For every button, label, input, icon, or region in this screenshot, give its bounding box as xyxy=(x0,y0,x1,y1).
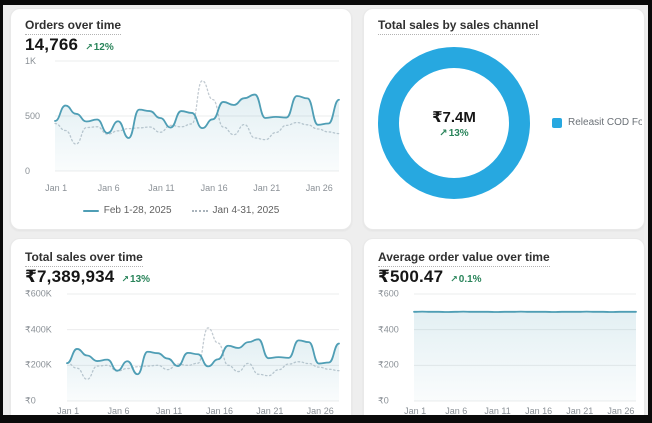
x-tick-label: Jan 11 xyxy=(484,406,511,415)
x-tick-label: Jan 16 xyxy=(525,406,553,415)
solid-line-swatch-icon xyxy=(82,209,99,212)
aov-delta-badge: ↗ 0.1% xyxy=(450,274,481,285)
x-tick-label: Jan 16 xyxy=(205,406,233,415)
increase-arrow-icon: ↗ xyxy=(439,127,448,139)
y-tick-label: ₹0 xyxy=(378,395,389,406)
increase-arrow-icon: ↗ xyxy=(450,274,458,284)
x-tick-label: Jan 6 xyxy=(97,183,120,193)
sales-channel-donut-chart[interactable]: ₹7.4M ↗ 13% xyxy=(378,47,530,199)
total-sales-delta-value: 13% xyxy=(130,274,151,285)
donut-center-value: ₹7.4M xyxy=(432,108,476,126)
y-tick-label: ₹600K xyxy=(25,288,52,299)
x-tick-label: Jan 1 xyxy=(45,183,68,193)
total-sales-line-chart: ₹600K ₹400K ₹200K ₹0 Jan 1 Jan 6 Jan 11 Jan 16… xyxy=(25,289,340,415)
sales-by-channel-card: Total sales by sales channel ₹7.4M ↗ 13%… xyxy=(363,8,645,230)
channel-legend-label: Releasit COD Fo... xyxy=(568,117,642,128)
orders-plot-area[interactable] xyxy=(54,60,340,172)
x-tick-label: Jan 6 xyxy=(445,406,468,415)
card-title-aov[interactable]: Average order value over time xyxy=(378,251,550,267)
x-tick-label: Jan 6 xyxy=(107,406,130,415)
x-tick-label: Jan 26 xyxy=(306,406,334,415)
y-tick-label: 0 xyxy=(25,166,31,176)
x-tick-label: Jan 21 xyxy=(253,183,281,193)
legend-item-previous-period: Jan 4-31, 2025 xyxy=(191,205,280,216)
y-tick-label: 500 xyxy=(25,111,41,121)
aov-line-chart: ₹600 ₹400 ₹200 ₹0 Jan 1 Jan 6 Jan 11 Jan 16 Jan… xyxy=(378,289,637,415)
x-tick-label: Jan 11 xyxy=(148,183,175,193)
aov-delta-value: 0.1% xyxy=(458,274,482,285)
channel-swatch-icon xyxy=(552,117,562,128)
y-tick-label: ₹600 xyxy=(378,288,399,299)
orders-delta-badge: ↗ 12% xyxy=(85,42,114,53)
legend-item-current-period: Feb 1-28, 2025 xyxy=(82,205,172,216)
aov-metric-value: ₹500.47 xyxy=(378,267,444,286)
aov-plot-area[interactable] xyxy=(413,293,637,402)
y-tick-label: ₹200K xyxy=(25,359,52,370)
orders-delta-value: 12% xyxy=(93,42,114,53)
y-tick-label: 1K xyxy=(25,56,37,66)
y-tick-label: ₹400K xyxy=(25,324,52,335)
dashboard-background: Orders over time 14,766 ↗ 12% 1K 500 0 Jan… xyxy=(3,5,648,415)
average-order-value-card: Average order value over time ₹500.47 ↗ … xyxy=(363,238,645,415)
donut-delta-value: 13% xyxy=(448,127,469,139)
increase-arrow-icon: ↗ xyxy=(121,274,130,284)
x-tick-label: Jan 1 xyxy=(404,406,427,415)
card-title-orders[interactable]: Orders over time xyxy=(25,19,122,35)
total-sales-plot-area[interactable] xyxy=(66,293,340,402)
x-tick-label: Jan 16 xyxy=(200,183,228,193)
increase-arrow-icon: ↗ xyxy=(85,42,93,52)
total-sales-delta-badge: ↗ 13% xyxy=(121,274,150,285)
x-tick-label: Jan 11 xyxy=(155,406,183,415)
dotted-line-swatch-icon xyxy=(191,209,208,212)
x-tick-label: Jan 26 xyxy=(305,183,333,193)
donut-delta-badge: ↗ 13% xyxy=(439,128,468,139)
orders-metric-value: 14,766 xyxy=(25,35,79,54)
total-sales-metric-value: ₹7,389,934 xyxy=(25,267,115,286)
total-sales-over-time-card: Total sales over time ₹7,389,934 ↗ 13% ₹… xyxy=(10,238,352,415)
y-tick-label: ₹200 xyxy=(378,359,399,370)
x-tick-label: Jan 1 xyxy=(57,406,80,415)
legend-label: Jan 4-31, 2025 xyxy=(212,205,280,216)
aov-x-axis: Jan 1 Jan 6 Jan 11 Jan 16 Jan 21 Jan 26 xyxy=(404,406,636,415)
x-tick-label: Jan 21 xyxy=(566,406,594,415)
orders-legend: Feb 1-28, 2025 Jan 4-31, 2025 xyxy=(11,205,351,216)
y-tick-label: ₹400 xyxy=(378,324,399,335)
total-sales-x-axis: Jan 1 Jan 6 Jan 11 Jan 16 Jan 21 Jan 26 xyxy=(57,406,339,415)
orders-x-axis: Jan 1 Jan 6 Jan 11 Jan 16 Jan 21 Jan 26 xyxy=(45,183,339,195)
orders-line-chart: 1K 500 0 Jan 1 Jan 6 Jan 11 Jan 16 Jan 21 Jan 2… xyxy=(25,56,340,211)
card-title-sales-channel[interactable]: Total sales by sales channel xyxy=(378,19,539,35)
orders-over-time-card: Orders over time 14,766 ↗ 12% 1K 500 0 Jan… xyxy=(10,8,352,230)
legend-label: Feb 1-28, 2025 xyxy=(103,205,172,216)
y-tick-label: ₹0 xyxy=(25,395,36,406)
x-tick-label: Jan 26 xyxy=(607,406,635,415)
x-tick-label: Jan 21 xyxy=(256,406,284,415)
sales-channel-legend: Releasit COD Fo... xyxy=(552,117,642,128)
card-title-total-sales[interactable]: Total sales over time xyxy=(25,251,143,267)
